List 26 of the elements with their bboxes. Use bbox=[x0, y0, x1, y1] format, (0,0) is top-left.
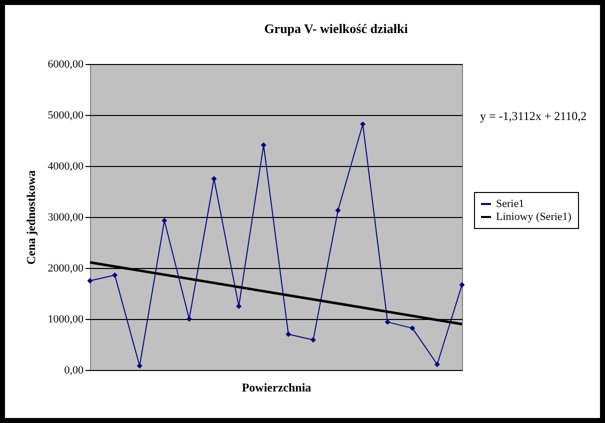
y-tick-label: 2000,00 bbox=[48, 262, 84, 274]
y-axis-title: Cena jednostkowa bbox=[24, 170, 38, 265]
point bbox=[410, 325, 416, 331]
point bbox=[434, 362, 440, 368]
legend-label: Liniowy (Serie1) bbox=[496, 211, 572, 223]
point bbox=[186, 316, 192, 322]
y-tick-label: 3000,00 bbox=[48, 212, 84, 224]
y-tick-label: 6000,00 bbox=[48, 58, 84, 70]
y-tick-label: 1000,00 bbox=[48, 314, 84, 326]
point bbox=[360, 121, 366, 127]
point bbox=[236, 304, 242, 309]
point bbox=[459, 282, 465, 288]
legend-label: Serie1 bbox=[496, 198, 524, 210]
y-tick-label: 5000,00 bbox=[48, 110, 84, 122]
point bbox=[335, 208, 341, 214]
x-axis-title: Powierzchnia bbox=[242, 380, 312, 394]
point bbox=[260, 142, 266, 148]
point bbox=[384, 319, 390, 325]
chart-title: Grupa V- wielkość działki bbox=[264, 21, 408, 36]
y-tick-label: 0,00 bbox=[64, 364, 84, 376]
y-tick-label: 4000,00 bbox=[48, 160, 84, 172]
point bbox=[310, 337, 316, 343]
point bbox=[136, 363, 142, 369]
point bbox=[112, 272, 118, 278]
text: y = -1,3112x + 2110,2 bbox=[480, 109, 587, 123]
point bbox=[286, 332, 292, 338]
